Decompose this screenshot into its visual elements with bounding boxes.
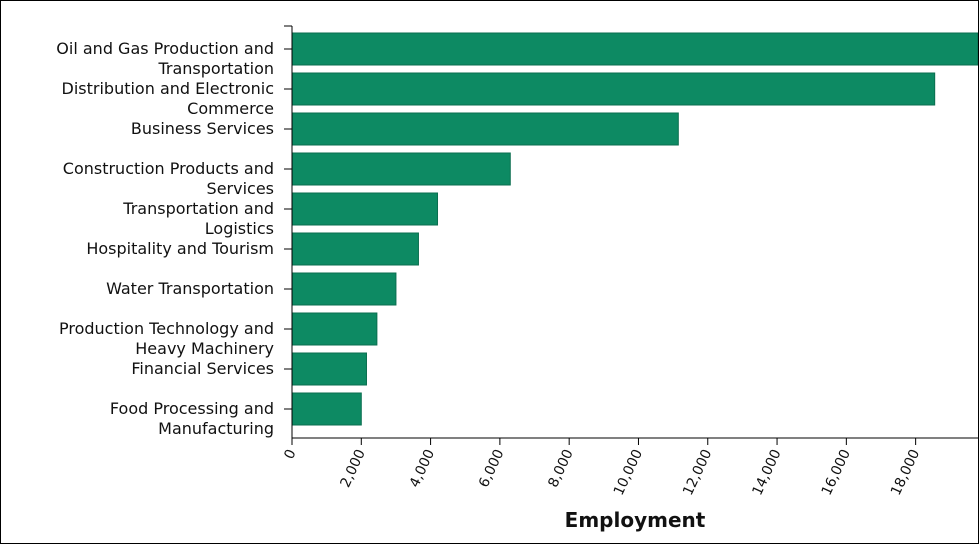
bar [291,192,439,226]
x-tick-label: 2,000 [337,447,368,490]
category-label: Water Transportation [106,279,274,298]
x-tick-label: 14,000 [749,447,784,498]
category-label: Construction Products and Services [63,159,274,198]
x-axis-title: Employment [565,508,706,532]
bar [291,232,419,266]
bar [291,32,978,66]
bar [291,112,679,146]
x-tick-label: 10,000 [611,447,646,498]
bar [291,352,367,386]
bars-group [291,32,978,426]
bar [291,72,936,106]
category-label: Business Services [131,119,274,138]
category-label: Production Technology and Heavy Machinery [59,319,274,358]
x-tick-label: 4,000 [407,447,438,490]
x-tick-label: 0 [281,447,299,462]
category-label: Hospitality and Tourism [86,239,274,258]
category-label: Food Processing and Manufacturing [110,399,274,438]
bar [291,312,378,346]
x-tick-label: 12,000 [680,447,715,498]
category-label: Transportation and Logistics [122,199,274,238]
bar [291,392,362,426]
category-label: Distribution and Electronic Commerce [62,79,274,118]
x-tick-label: 16,000 [819,447,854,498]
x-tick-label: 8,000 [545,447,576,490]
x-tick-label: 6,000 [476,447,507,490]
category-label: Financial Services [131,359,274,378]
y-axis: Oil and Gas Production and Transportation… [56,25,293,438]
bar [291,152,511,186]
x-axis: 0 2,000 4,000 6,000 8,000 10,000 12,000 14,000 1… [281,437,978,498]
bar [291,272,397,306]
category-label: Oil and Gas Production and Transportation [56,39,274,78]
x-tick-label: 18,000 [888,447,923,498]
